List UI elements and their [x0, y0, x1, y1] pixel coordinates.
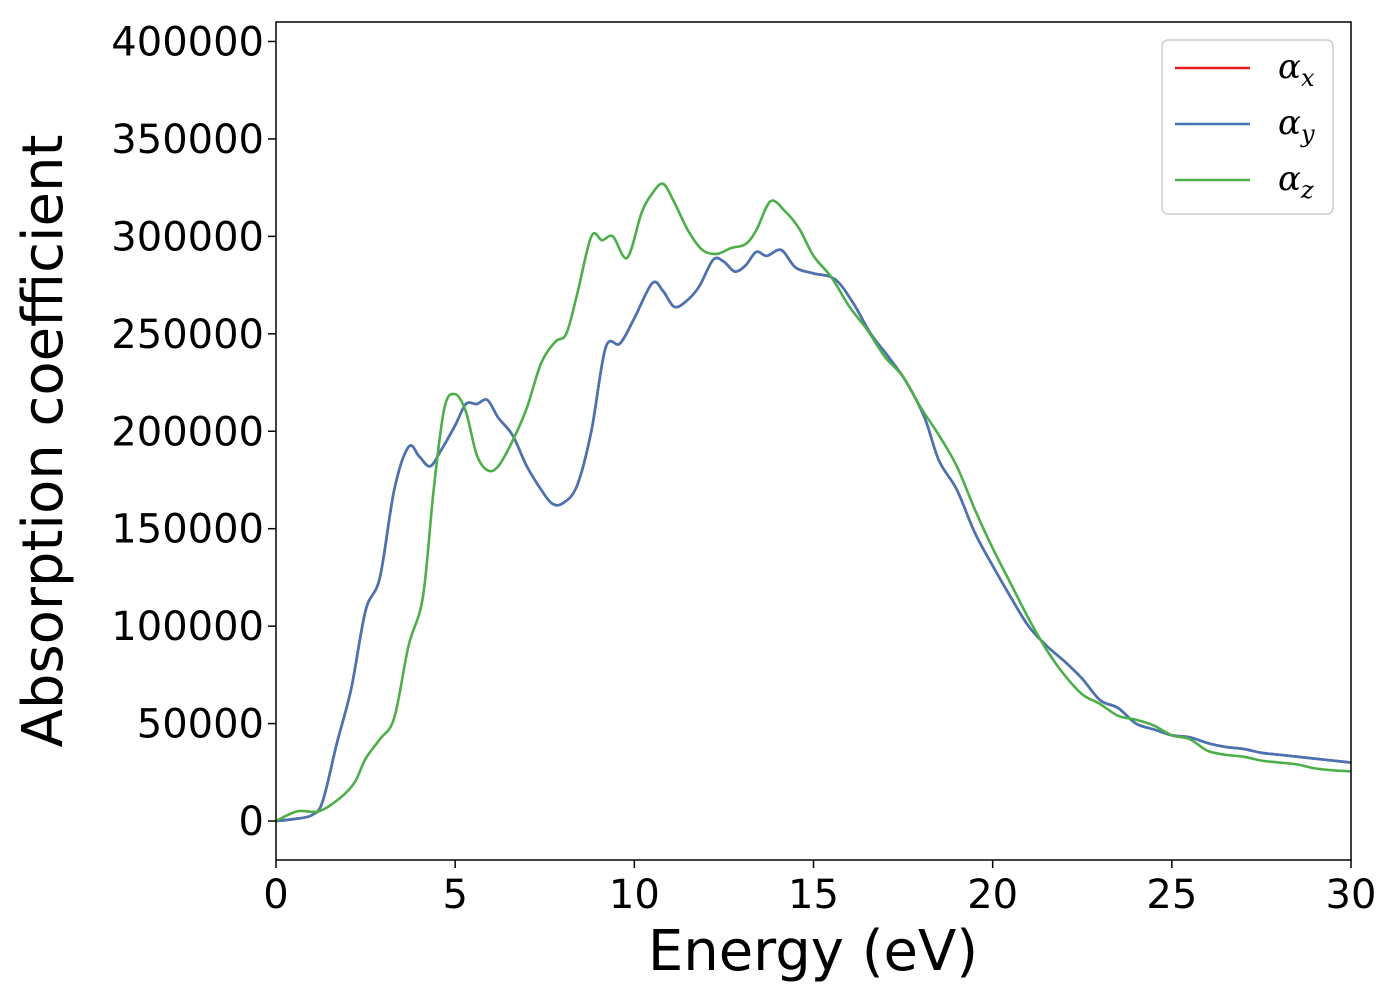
x-tick-label: 5 [442, 872, 467, 918]
series-layer [275, 182, 1352, 823]
y-tick-label: 300000 [111, 214, 264, 260]
x-tick-label: 10 [609, 872, 660, 918]
y-tick-label: 200000 [111, 409, 264, 455]
legend-entry-alpha-z: αz [1278, 159, 1314, 204]
y-tick-label: 50000 [137, 702, 264, 748]
x-tick-label: 25 [1146, 872, 1197, 918]
y-axis-label: Absorption coefficient [11, 135, 76, 748]
legend-subscript: x [1301, 64, 1315, 92]
x-axis-ticks: 0 5 10 15 20 25 30 [263, 860, 1376, 918]
x-axis-label: Energy (eV) [648, 919, 978, 984]
x-tick-label: 30 [1326, 872, 1377, 918]
y-tick-label: 150000 [111, 507, 264, 553]
y-tick-label: 350000 [111, 117, 264, 163]
y-tick-label: 250000 [111, 312, 264, 358]
x-tick-label: 15 [788, 872, 839, 918]
legend-box [1161, 39, 1334, 215]
legend-subscript: y [1300, 120, 1315, 148]
x-tick-label: 0 [263, 872, 288, 918]
y-tick-label: 100000 [111, 604, 264, 650]
y-axis-ticks: 0 50000 100000 150000 200000 250000 300000 3500… [111, 19, 276, 845]
legend-symbol: α [1278, 103, 1301, 143]
x-tick-label: 20 [967, 872, 1018, 918]
legend-symbol: α [1278, 47, 1301, 87]
legend-entry-alpha-y: αy [1278, 103, 1315, 148]
y-tick-label: 400000 [111, 19, 264, 65]
series-line-alpha-z [275, 182, 1352, 823]
legend-subscript: z [1300, 176, 1314, 204]
y-tick-label: 0 [239, 799, 264, 845]
legend-symbol: α [1278, 159, 1301, 199]
legend-entry-alpha-x: αx [1278, 47, 1315, 92]
